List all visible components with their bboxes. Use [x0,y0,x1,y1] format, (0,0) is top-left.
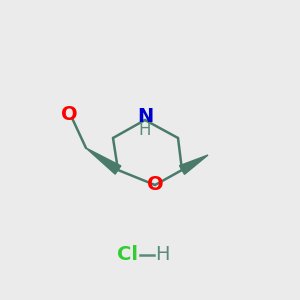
Text: Cl: Cl [118,245,139,265]
Text: O: O [61,104,77,124]
Text: O: O [147,176,163,194]
Text: N: N [137,106,153,125]
Text: H: H [155,245,169,265]
Polygon shape [179,155,208,174]
Text: H: H [139,121,151,139]
Polygon shape [86,148,121,174]
